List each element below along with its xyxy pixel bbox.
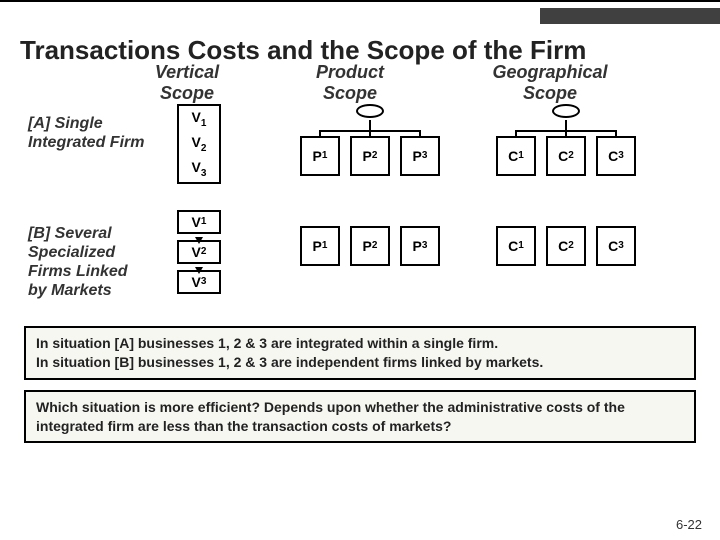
- row-b-label: [B] Several Specialized Firms Linked by …: [28, 224, 148, 301]
- row-a-v3: V3: [192, 159, 207, 179]
- row-b-p1: P1: [300, 226, 340, 266]
- arrow-down-icon: [195, 267, 203, 274]
- row-a-geo-group: C1 C2 C3: [496, 104, 636, 176]
- row-a-v2: V2: [192, 134, 207, 154]
- arrow-down-icon: [195, 237, 203, 244]
- row-a-label: [A] Single Integrated Firm: [28, 114, 148, 152]
- row-b: [B] Several Specialized Firms Linked by …: [20, 206, 700, 316]
- note-box-1: In situation [A] businesses 1, 2 & 3 are…: [24, 326, 696, 380]
- content-area: VerticalScope ProductScope GeographicalS…: [0, 96, 720, 316]
- row-b-c3: C3: [596, 226, 636, 266]
- row-a-vertical-box: V1 V2 V3: [177, 104, 221, 184]
- row-a-c1: C1: [496, 136, 536, 176]
- decorative-top-bar: [0, 0, 720, 30]
- row-b-p3: P3: [400, 226, 440, 266]
- row-a-c2: C2: [546, 136, 586, 176]
- oval-icon: [552, 104, 580, 118]
- row-b-vertical-stack: V1 V2 V3: [177, 210, 221, 294]
- row-a-p3: P3: [400, 136, 440, 176]
- row-b-product-group: P1 P2 P3: [300, 228, 440, 266]
- row-b-c1: C1: [496, 226, 536, 266]
- slide-number: 6-22: [676, 517, 702, 532]
- row-a-p2: P2: [350, 136, 390, 176]
- row-b-c2: C2: [546, 226, 586, 266]
- oval-icon: [356, 104, 384, 118]
- row-a: [A] Single Integrated Firm V1 V2 V3 P1 P…: [20, 96, 700, 206]
- row-a-c3: C3: [596, 136, 636, 176]
- note-box-2: Which situation is more efficient? Depen…: [24, 390, 696, 444]
- row-b-v1: V1: [177, 210, 221, 234]
- row-b-p2: P2: [350, 226, 390, 266]
- diagram-rows: [A] Single Integrated Firm V1 V2 V3 P1 P…: [20, 96, 700, 316]
- row-b-geo-group: C1 C2 C3: [496, 228, 636, 266]
- row-a-v1: V1: [192, 109, 207, 129]
- row-a-p1: P1: [300, 136, 340, 176]
- row-a-product-group: P1 P2 P3: [300, 104, 440, 176]
